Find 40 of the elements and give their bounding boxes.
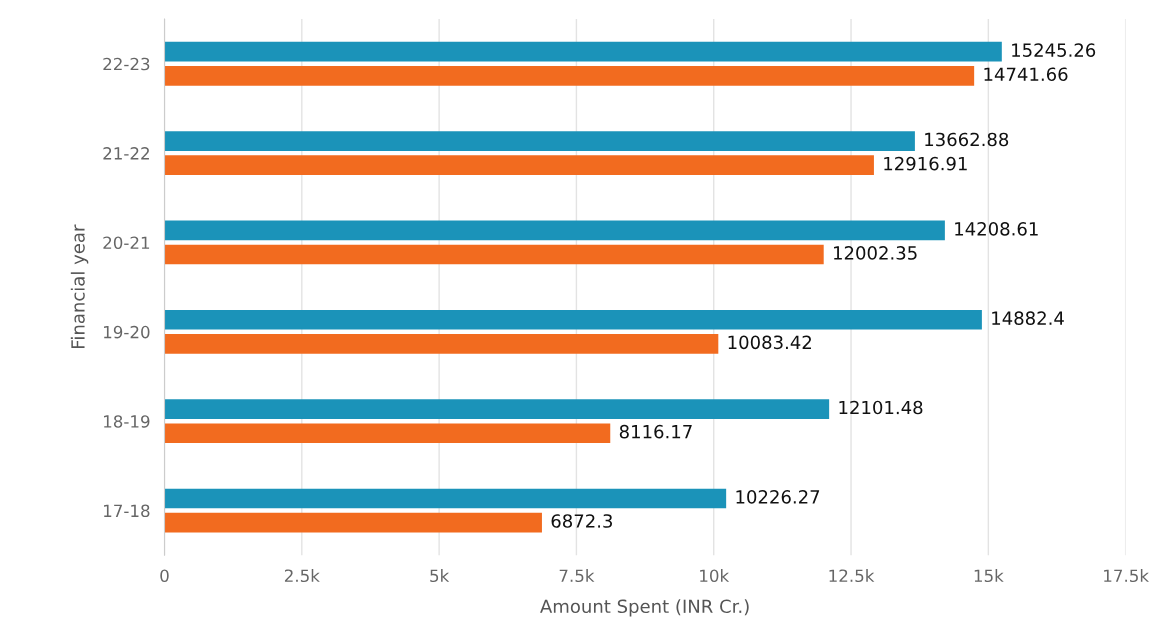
data-label: 14208.61 (955, 221, 1038, 236)
data-label: 12916.91 (884, 156, 967, 171)
x-tick-label: 10k (700, 569, 730, 583)
bar (164, 41, 1002, 62)
data-label: 14741.66 (984, 67, 1068, 82)
y-tick-label: 19-20 (104, 325, 150, 339)
data-label: 12101.48 (839, 400, 923, 415)
bar (164, 155, 874, 176)
data-label: 10083.42 (728, 335, 811, 350)
bar (164, 423, 611, 444)
y-axis-title: Financial year (70, 224, 89, 348)
data-label: 10226.27 (736, 490, 820, 504)
bar (164, 334, 719, 354)
y-tick-label: 18-19 (104, 415, 150, 428)
y-tick-label: 21-22 (103, 147, 149, 160)
x-tick-label: 5k (430, 569, 450, 583)
bar (164, 488, 727, 509)
bar (164, 131, 915, 151)
data-label: 6872.3 (551, 514, 613, 528)
x-axis-title: Amount Spent (INR Cr.) (540, 599, 749, 617)
x-tick-label: 2.5k (284, 569, 320, 583)
bar (164, 512, 542, 533)
bar (164, 65, 975, 86)
x-tick-label: 15k (974, 569, 1004, 583)
x-tick-label: 0 (160, 569, 169, 583)
data-label: 15245.26 (1012, 43, 1096, 57)
data-label: 13662.88 (925, 132, 1009, 147)
y-tick-label: 20-21 (103, 236, 150, 250)
bar (164, 309, 982, 330)
data-label: 14882.4 (992, 311, 1064, 326)
x-tick-label: 17.5k (1104, 569, 1149, 583)
x-tick-label: 7.5k (559, 569, 595, 583)
x-tick-label: 12.5k (829, 569, 875, 583)
data-label: 12002.35 (834, 246, 917, 260)
bar (164, 220, 945, 241)
bar (164, 399, 830, 419)
y-tick-label: 17-18 (104, 504, 150, 518)
data-label: 8116.17 (619, 424, 692, 439)
bar (164, 244, 824, 265)
y-tick-label: 22-23 (103, 57, 150, 71)
